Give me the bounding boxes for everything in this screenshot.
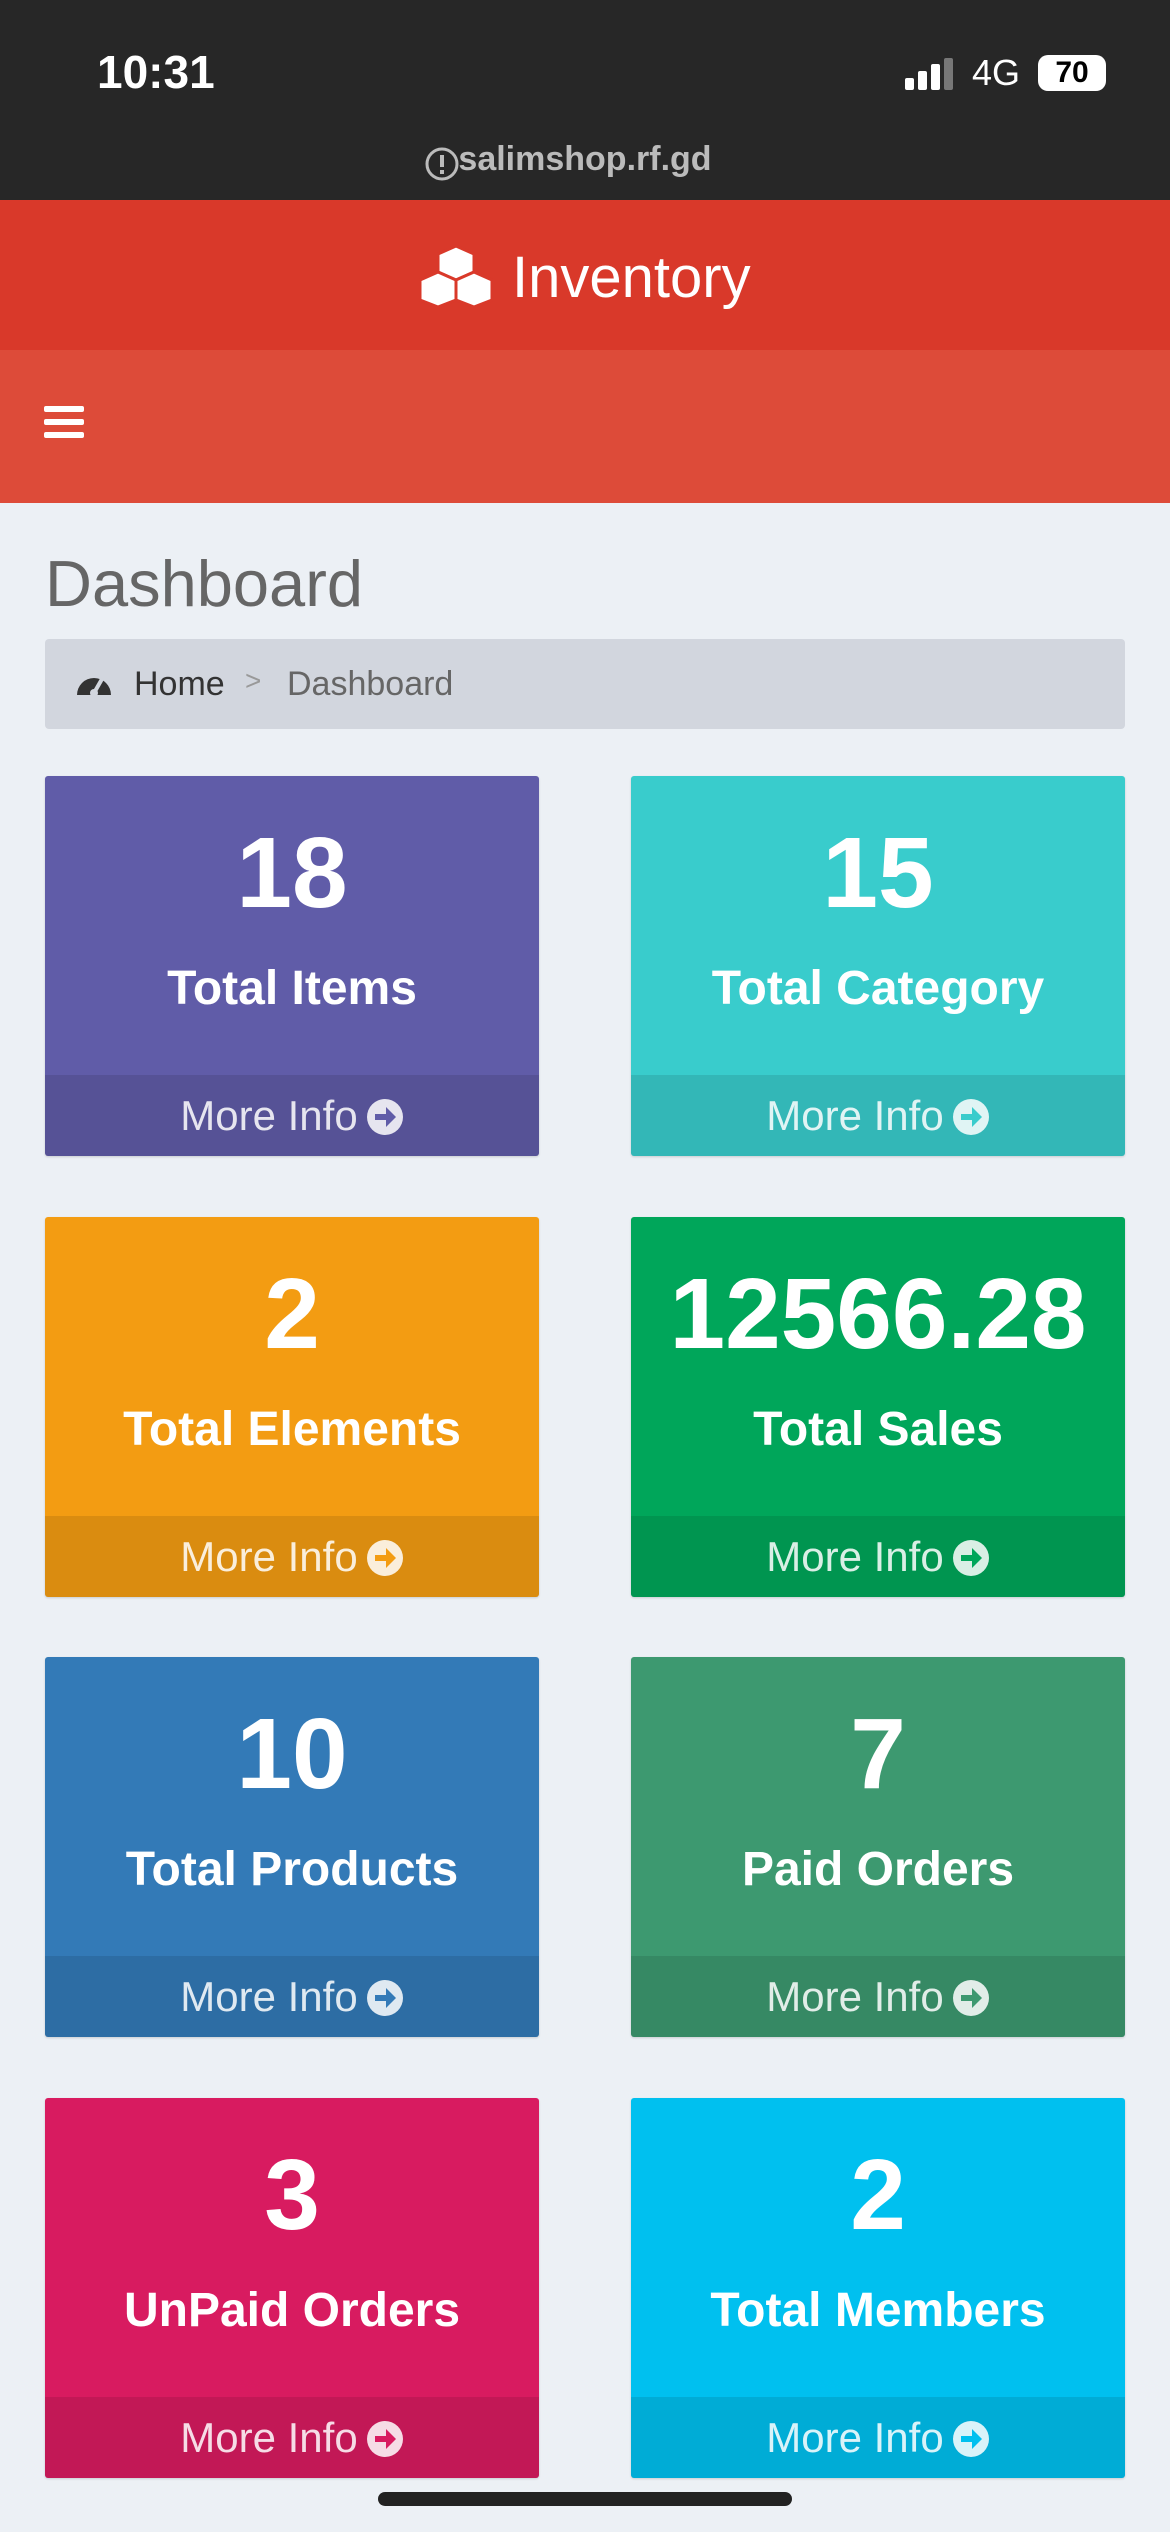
status-battery: 70 [1038, 55, 1106, 91]
stat-label: Total Category [711, 962, 1045, 1015]
arrow-icon [952, 1980, 989, 2016]
stat-label: Total Products [125, 1843, 459, 1896]
arrow-icon [366, 1099, 403, 1135]
more-info-link[interactable]: More Info [631, 2396, 1125, 2478]
stat-value: 2 [850, 2138, 906, 2251]
more-info-text: More Info [180, 2413, 358, 2461]
url[interactable]: salimshop.rf.gd [458, 140, 712, 178]
stat-label: Total Members [710, 2283, 1046, 2337]
stat-value: 15 [822, 817, 934, 929]
arrow-icon [366, 2420, 403, 2457]
stat-card: 3 UnPaid Orders More Info [45, 2097, 539, 2478]
arrow-icon [366, 1539, 403, 1576]
stat-label: Total Items [167, 962, 417, 1015]
stat-value: 3 [264, 2138, 320, 2251]
more-info-link[interactable]: More Info [45, 1515, 539, 1597]
stat-card: 10 Total Products More Info [45, 1657, 539, 2037]
status-network: 4G [972, 52, 1021, 93]
more-info-link[interactable]: More Info [631, 1075, 1125, 1156]
menu-button[interactable] [44, 404, 84, 440]
stat-value: 2 [264, 1257, 320, 1370]
more-info-link[interactable]: More Info [631, 1956, 1125, 2037]
more-info-text: More Info [766, 1092, 944, 1139]
stat-value: 12566.28 [669, 1257, 1087, 1370]
breadcrumb-current: Dashboard [287, 665, 454, 703]
breadcrumb-home[interactable]: Home [134, 665, 225, 703]
home-indicator [378, 2492, 792, 2506]
stat-card: 12566.28 Total Sales More Info [631, 1216, 1125, 1597]
stat-value: 10 [236, 1698, 348, 1810]
stat-card: 2 Total Members More Info [631, 2097, 1125, 2478]
more-info-link[interactable]: More Info [45, 2396, 539, 2478]
dashboard-icon [77, 678, 111, 697]
stat-card: 18 Total Items More Info [45, 776, 539, 1156]
more-info-link[interactable]: More Info [45, 1075, 539, 1156]
stat-value: 18 [236, 817, 348, 929]
arrow-icon [366, 1980, 403, 2016]
more-info-link[interactable]: More Info [631, 1515, 1125, 1597]
nav-bar [0, 350, 1170, 503]
stat-label: UnPaid Orders [123, 2283, 461, 2337]
stat-card: 15 Total Category More Info [631, 776, 1125, 1156]
more-info-text: More Info [766, 1973, 944, 2020]
arrow-icon [952, 1539, 989, 1576]
more-info-text: More Info [180, 1532, 358, 1580]
stat-value: 7 [850, 1698, 906, 1810]
breadcrumb-separator: > [245, 665, 262, 696]
page-title: Dashboard [45, 547, 363, 620]
signal-icon [905, 58, 953, 90]
status-time: 10:31 [97, 46, 215, 98]
more-info-link[interactable]: More Info [45, 1956, 539, 2037]
app-header [0, 200, 1170, 350]
stat-label: Paid Orders [741, 1843, 1015, 1896]
stat-label: Total Elements [123, 1402, 461, 1456]
arrow-icon [952, 1099, 989, 1135]
stat-card: 2 Total Elements More Info [45, 1216, 539, 1597]
info-icon [425, 147, 459, 181]
more-info-text: More Info [766, 1532, 944, 1580]
status-bar: 10:31 4G 70 salimshop.rf.gd [0, 0, 1170, 200]
more-info-text: More Info [180, 1092, 358, 1139]
arrow-icon [952, 2420, 989, 2457]
stat-label: Total Sales [753, 1402, 1003, 1456]
more-info-text: More Info [180, 1973, 358, 2020]
logo-icon [418, 244, 494, 308]
stat-card: 7 Paid Orders More Info [631, 1657, 1125, 2037]
more-info-text: More Info [766, 2413, 944, 2461]
app-title: Inventory [512, 245, 751, 310]
breadcrumb: Home > Dashboard [45, 639, 1125, 729]
